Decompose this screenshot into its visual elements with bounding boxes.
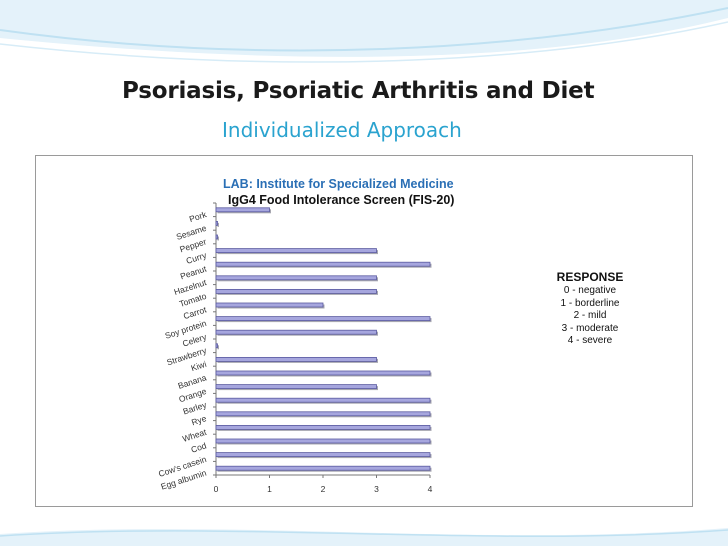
bar (215, 343, 218, 349)
chart-title: LAB: Institute for Specialized Medicine (223, 177, 454, 191)
bar (215, 438, 431, 444)
bar (215, 275, 377, 281)
x-tick-label: 4 (428, 484, 433, 494)
bar (215, 261, 431, 267)
bar (215, 452, 431, 458)
bar (215, 370, 431, 376)
legend-item: 3 - moderate (561, 322, 619, 334)
chart-legend: RESPONSE 0 - negative 1 - borderline 2 -… (550, 271, 630, 347)
bar-shadow (217, 345, 219, 350)
slide-title: Psoriasis, Psoriatic Arthritis and Diet (122, 78, 595, 104)
bar (215, 465, 431, 471)
x-tick-label: 0 (214, 484, 219, 494)
header-wave-line (0, 21, 728, 63)
bar (215, 248, 377, 254)
bar (215, 424, 431, 430)
bar (215, 207, 270, 213)
bar (215, 302, 324, 308)
x-tick-label: 1 (267, 484, 272, 494)
bar (215, 316, 431, 322)
legend-item: 0 - negative (563, 285, 617, 297)
header-wave (0, 0, 728, 57)
bar (215, 234, 218, 240)
bar (215, 288, 377, 294)
bar (215, 329, 377, 335)
x-tick-label: 2 (321, 484, 326, 494)
category-label: Kiwi (190, 359, 208, 373)
slide-subtitle: Individualized Approach (222, 118, 462, 142)
legend-item: 2 - mild (573, 310, 607, 322)
chart-subtitle: IgG4 Food Intolerance Screen (FIS-20) (228, 193, 455, 207)
legend-title: RESPONSE (556, 270, 624, 284)
bar (215, 411, 431, 417)
x-tick-label: 3 (374, 484, 379, 494)
category-label: Pork (188, 209, 208, 224)
bar (215, 220, 218, 226)
category-label: Cod (190, 440, 208, 454)
footer-wave (0, 528, 728, 546)
bar-shadow (217, 236, 219, 241)
category-label: Rye (190, 413, 208, 427)
legend-item: 4 - severe (567, 335, 613, 347)
category-label: Curry (185, 250, 209, 266)
bar (215, 356, 377, 362)
footer-wave-line (0, 529, 728, 538)
header-wave-accent (0, 7, 728, 52)
bar-shadow (217, 222, 219, 227)
legend-item: 1 - borderline (560, 297, 620, 309)
bar (215, 397, 431, 403)
bar (215, 384, 377, 390)
